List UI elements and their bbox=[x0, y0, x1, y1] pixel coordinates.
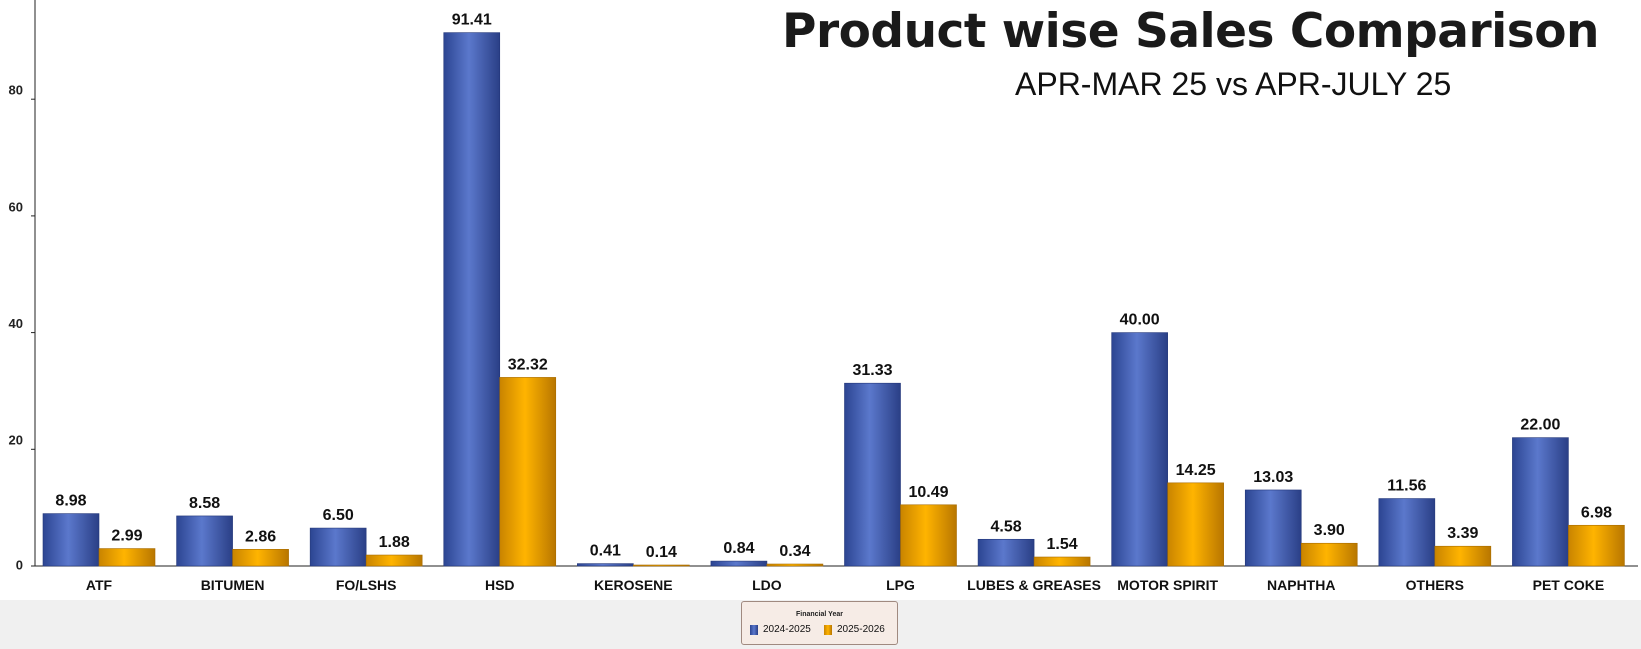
bar-series-1 bbox=[710, 560, 768, 567]
bar-series-1 bbox=[443, 32, 501, 567]
bar-series-1 bbox=[577, 563, 634, 567]
x-tick-label: OTHERS bbox=[1406, 577, 1464, 593]
data-label: 4.58 bbox=[991, 518, 1022, 535]
bar-series-2 bbox=[900, 504, 957, 567]
y-tick-label: 80 bbox=[9, 83, 23, 98]
bar-series-2 bbox=[1568, 524, 1625, 567]
y-tick-label: 40 bbox=[9, 316, 23, 331]
bar-series-1 bbox=[977, 538, 1035, 567]
data-label: 8.98 bbox=[55, 493, 86, 510]
data-label: 14.25 bbox=[1176, 462, 1216, 479]
x-tick-label: LUBES & GREASES bbox=[967, 577, 1101, 593]
bar-series-1 bbox=[309, 527, 367, 567]
legend-label-series-2: 2025-2026 bbox=[837, 624, 885, 635]
plot-background bbox=[0, 0, 1641, 600]
bar-series-1 bbox=[1378, 498, 1436, 567]
data-label: 91.41 bbox=[452, 12, 492, 29]
bar-series-1 bbox=[1244, 489, 1302, 567]
bar-series-2 bbox=[1300, 542, 1358, 567]
legend-swatch-blue bbox=[750, 624, 758, 635]
legend-title: Financial Year bbox=[796, 611, 843, 618]
x-tick-label: BITUMEN bbox=[201, 577, 265, 593]
y-tick-label: 0 bbox=[16, 557, 23, 572]
x-tick-label: FO/LSHS bbox=[336, 577, 397, 593]
legend-item-series-2: 2025-2026 bbox=[824, 624, 885, 635]
x-tick-label: HSD bbox=[485, 577, 515, 593]
y-tick-label: 60 bbox=[9, 199, 23, 214]
bar-series-2 bbox=[365, 554, 423, 567]
bar-series-1 bbox=[1111, 332, 1168, 567]
chart-plot-area: 0 20 40 60 80 8.98 2.99 ATF 8.58 2.86 BITUMEN 6.50… bbox=[0, 0, 1641, 600]
data-label: 11.56 bbox=[1387, 478, 1426, 495]
bar-series-2 bbox=[1033, 556, 1091, 567]
chart-title: Product wise Sales Comparison bbox=[782, 4, 1599, 59]
data-label: 10.49 bbox=[908, 484, 948, 501]
x-tick-label: LPG bbox=[886, 577, 915, 593]
data-label: 3.90 bbox=[1314, 522, 1345, 539]
data-label: 6.98 bbox=[1581, 504, 1612, 521]
data-label: 1.54 bbox=[1047, 536, 1078, 553]
data-label: 13.03 bbox=[1253, 469, 1293, 486]
bar-series-1 bbox=[1512, 437, 1569, 567]
chart-subtitle: APR-MAR 25 vs APR-JULY 25 bbox=[1015, 66, 1452, 102]
data-label: 0.34 bbox=[779, 543, 810, 560]
x-tick-label: PET COKE bbox=[1533, 577, 1605, 593]
data-label: 3.39 bbox=[1447, 525, 1478, 542]
bar-series-2 bbox=[499, 377, 557, 567]
bar-chart: 0 20 40 60 80 8.98 2.99 ATF 8.58 2.86 BITUMEN 6.50… bbox=[0, 0, 1641, 600]
x-tick-label: LDO bbox=[752, 577, 782, 593]
data-label: 1.88 bbox=[379, 534, 410, 551]
legend-label-series-1: 2024-2025 bbox=[763, 624, 811, 635]
data-label: 2.99 bbox=[111, 528, 142, 545]
legend-item-series-1: 2024-2025 bbox=[750, 624, 811, 635]
data-label: 6.50 bbox=[323, 507, 354, 524]
bar-series-1 bbox=[844, 382, 901, 567]
data-label: 31.33 bbox=[852, 362, 892, 379]
x-tick-label: MOTOR SPIRIT bbox=[1117, 577, 1218, 593]
data-label: 32.32 bbox=[508, 356, 548, 373]
x-tick-label: NAPHTHA bbox=[1267, 577, 1335, 593]
y-tick-label: 20 bbox=[9, 433, 23, 448]
data-label: 22.00 bbox=[1520, 417, 1560, 434]
data-label: 8.58 bbox=[189, 495, 220, 512]
x-tick-label: KEROSENE bbox=[594, 577, 673, 593]
legend: Financial Year 2024-2025 2025-2026 bbox=[741, 601, 898, 645]
legend-swatch-gold bbox=[824, 624, 832, 635]
bar-series-2 bbox=[98, 548, 156, 567]
data-label: 0.84 bbox=[723, 540, 754, 557]
data-label: 0.14 bbox=[646, 544, 677, 561]
bar-series-2 bbox=[766, 563, 824, 567]
bar-series-1 bbox=[176, 515, 233, 567]
bar-series-2 bbox=[232, 549, 289, 567]
data-label: 2.86 bbox=[245, 528, 276, 545]
data-label: 0.41 bbox=[590, 543, 621, 560]
bar-series-2 bbox=[633, 564, 690, 567]
x-tick-label: ATF bbox=[86, 577, 113, 593]
bar-series-1 bbox=[42, 513, 100, 567]
data-label: 40.00 bbox=[1120, 312, 1160, 329]
bar-series-2 bbox=[1167, 482, 1224, 567]
bar-series-2 bbox=[1434, 545, 1492, 567]
